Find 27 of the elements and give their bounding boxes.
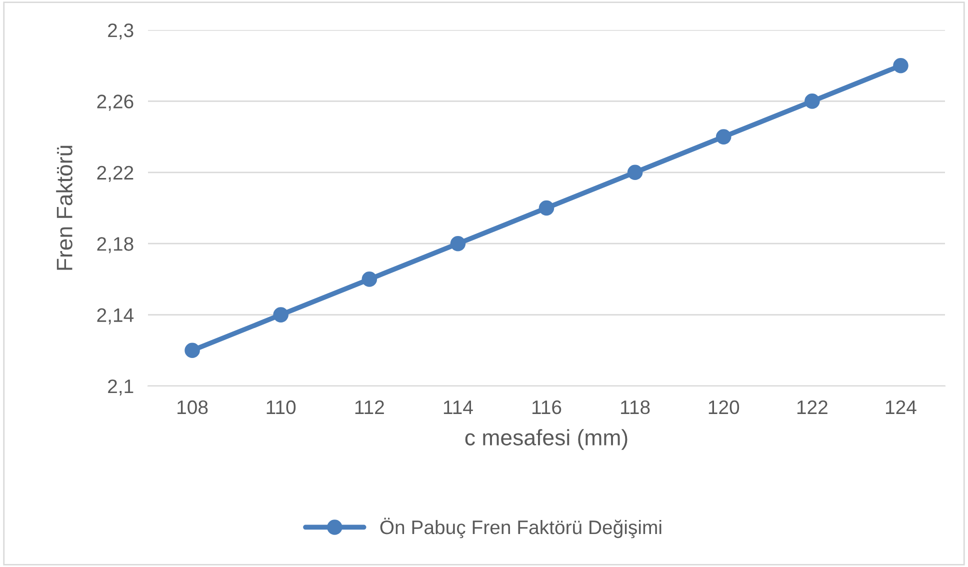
- x-tick-label: 118: [621, 400, 650, 414]
- point: [804, 94, 820, 109]
- x-tick-label: 114: [444, 400, 473, 414]
- x-tick-label: 120: [708, 400, 740, 414]
- y-tick-label: 2,18: [97, 237, 134, 254]
- x-tick-label: 108: [178, 400, 208, 414]
- x-tick-label: 122: [797, 400, 828, 414]
- point: [273, 307, 288, 322]
- y-tick-label: 2,1: [108, 379, 134, 396]
- point: [362, 272, 378, 287]
- y-tick-label: 2,26: [97, 94, 134, 111]
- y-axis-title: Fren Faktörü: [56, 146, 72, 270]
- point: [627, 164, 643, 180]
- y-tick-label: 2,3: [108, 23, 134, 40]
- point: [450, 236, 466, 252]
- legend-label: Ön Pabuç Fren Faktörü Değişimi: [380, 518, 662, 538]
- x-tick-label: 116: [532, 400, 562, 414]
- point: [538, 200, 554, 216]
- point: [184, 342, 200, 358]
- x-tick-label: 112: [355, 400, 384, 414]
- x-tick-label: 124: [886, 400, 916, 414]
- y-tick-label: 2,14: [97, 308, 134, 324]
- x-tick-label: 110: [266, 400, 296, 414]
- y-tick-label: 2,22: [97, 166, 134, 182]
- point: [893, 58, 908, 74]
- x-axis-title: c mesafesi (mm): [465, 429, 628, 450]
- point: [716, 129, 732, 144]
